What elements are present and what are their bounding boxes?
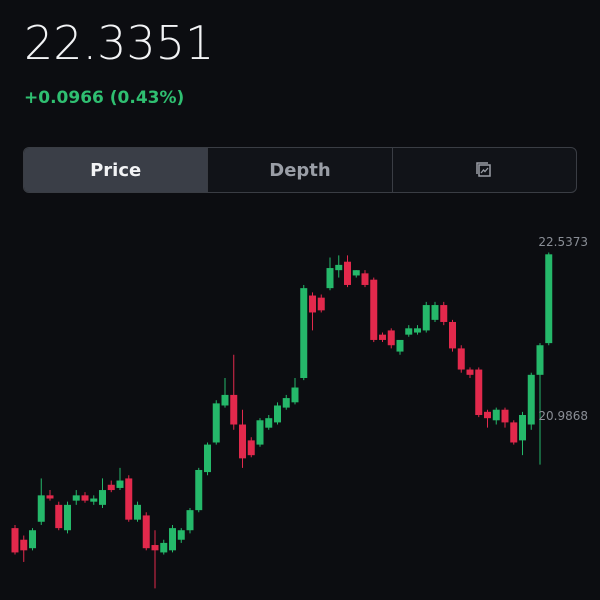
candle-body	[396, 339, 404, 352]
candle-body	[291, 387, 299, 403]
candle-body	[204, 444, 211, 473]
candle-body	[370, 279, 378, 340]
candle-body	[501, 409, 509, 423]
chart-icon	[476, 162, 492, 177]
candle-body	[29, 530, 36, 549]
tab-depth[interactable]: Depth	[208, 148, 393, 192]
candle-body	[422, 305, 430, 331]
candle-body	[247, 440, 255, 456]
candle-body	[11, 528, 19, 553]
candle-body	[116, 480, 124, 488]
candle-body	[151, 545, 159, 551]
candle-body	[484, 411, 491, 419]
tab-price[interactable]: Price	[24, 148, 209, 192]
candle-body	[387, 330, 395, 346]
candle-body	[55, 504, 63, 529]
candle-body	[344, 261, 351, 285]
candle-body	[160, 542, 168, 553]
candle-body	[265, 418, 273, 428]
candle-body	[449, 321, 456, 349]
min-label: 20.9868	[538, 409, 588, 423]
candle-body	[99, 490, 106, 505]
candle-body	[300, 288, 308, 378]
candle-body	[90, 498, 98, 502]
candle-body	[352, 270, 360, 276]
candle-body	[282, 398, 290, 408]
candle-body	[492, 409, 500, 421]
candle-body	[230, 394, 238, 425]
candle-body	[125, 478, 133, 520]
candle-body	[510, 422, 518, 443]
candle-body	[361, 273, 369, 285]
candle-body	[142, 515, 150, 549]
candle-body	[466, 369, 474, 375]
candle-body	[405, 328, 413, 335]
candle-body	[317, 297, 325, 311]
candle-body	[239, 424, 246, 459]
candle-body	[440, 305, 448, 322]
candle-body	[414, 328, 421, 333]
candle-body	[177, 530, 185, 540]
candle-body	[64, 504, 71, 531]
candle-body	[81, 495, 89, 501]
candle-body	[335, 264, 343, 271]
candle-body	[256, 420, 264, 445]
candle-body	[309, 295, 316, 313]
tab-chart-icon[interactable]	[393, 148, 576, 192]
candle-body	[221, 394, 229, 406]
candle-body	[545, 254, 553, 344]
candle-body	[169, 528, 176, 551]
candle-body	[46, 495, 54, 499]
candle-body	[379, 334, 386, 340]
candle-body	[212, 403, 220, 443]
last-price: 22.3351	[24, 16, 215, 70]
tab-bar: Price Depth	[23, 147, 577, 193]
candle-body	[457, 348, 465, 370]
candle-body	[527, 374, 535, 425]
candle-body	[195, 469, 203, 511]
candle-body	[186, 510, 194, 531]
candle-body	[519, 415, 526, 441]
candle-body	[20, 539, 28, 551]
max-label: 22.5373	[538, 235, 588, 249]
candle-body	[134, 504, 141, 520]
candle-body	[107, 484, 115, 491]
candle-body	[274, 405, 281, 423]
candle-body	[37, 495, 45, 522]
candle-body	[72, 495, 80, 501]
candle-body	[536, 345, 544, 375]
candle-body	[431, 305, 439, 320]
price-change: +0.0966 (0.43%)	[24, 88, 185, 108]
candle-body	[326, 268, 334, 289]
candle-body	[475, 369, 483, 415]
